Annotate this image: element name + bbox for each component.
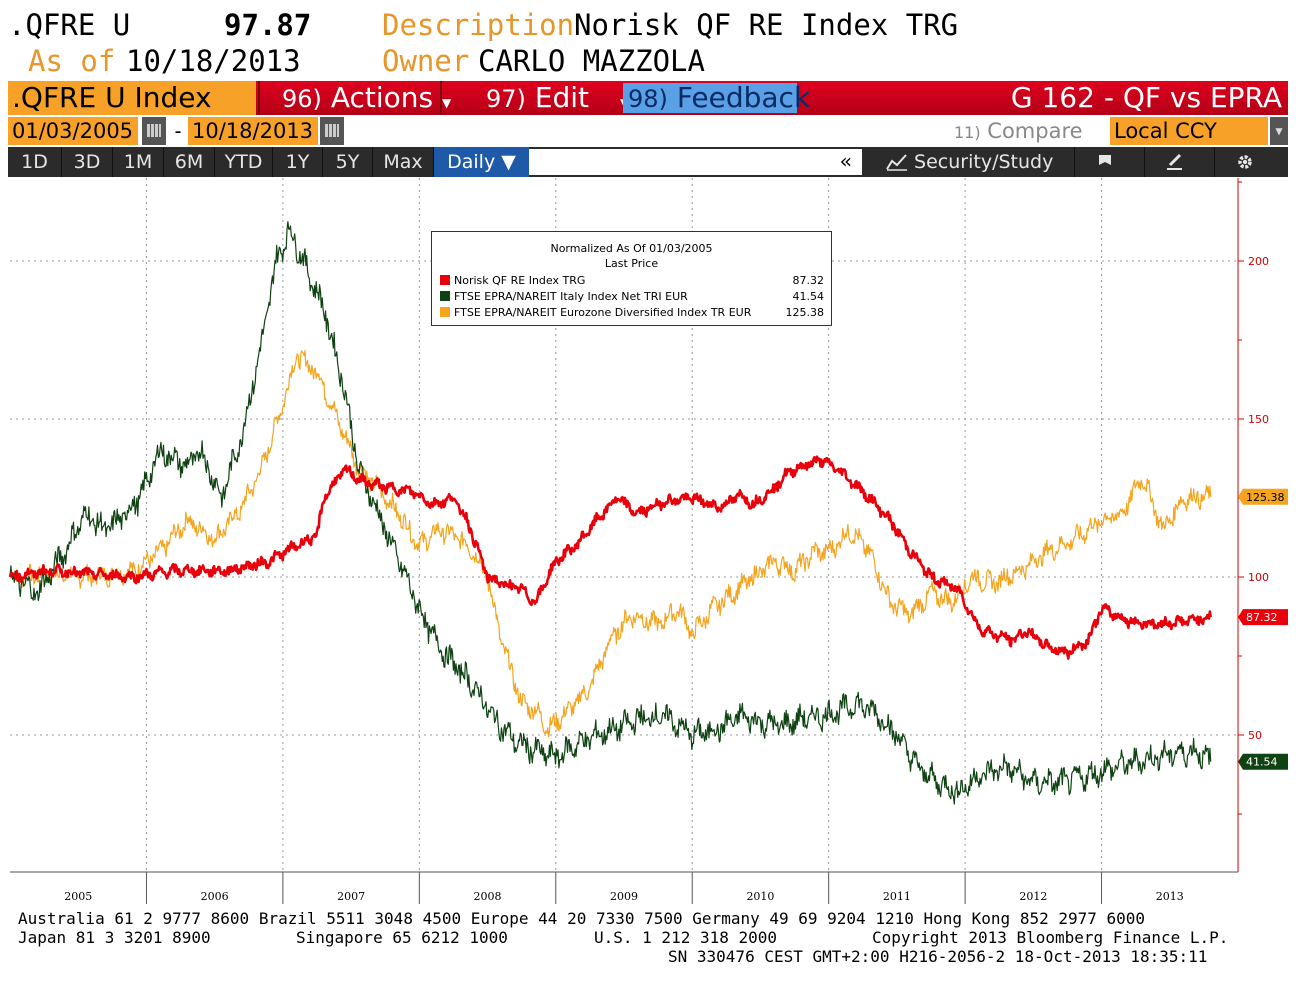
range-ytd-button[interactable]: YTD (215, 147, 273, 177)
x-tick-label: 2010 (746, 890, 774, 903)
legend-series-value: 87.32 (792, 274, 825, 287)
y-tick-label: 50 (1248, 729, 1262, 742)
description-label: Description (382, 8, 575, 42)
legend-series-value: 41.54 (792, 290, 825, 303)
range-1m-button[interactable]: 1M (113, 147, 164, 177)
range-toolbar: 1D 3D 1M 6M YTD 1Y 5Y Max Daily ▼ « Secu… (8, 147, 1288, 177)
chevron-down-icon[interactable]: ▼ (1270, 117, 1288, 145)
legend-series-name: FTSE EPRA/NAREIT Italy Index Net TRI EUR (454, 290, 688, 303)
x-tick-label: 2011 (883, 890, 911, 903)
x-tick-label: 2013 (1156, 890, 1184, 903)
series-line (9, 221, 1212, 805)
asof-date: 10/18/2013 (126, 44, 301, 78)
legend-entry: Norisk QF RE Index TRG 87.32 (440, 273, 824, 288)
chart-title: G 162 - QF vs EPRA (1010, 81, 1282, 114)
chart-study-icon (886, 151, 914, 173)
x-tick-label: 2005 (64, 890, 92, 903)
last-price-value: 87.32 (1246, 611, 1278, 624)
footer-contacts-line1: Australia 61 2 9777 8600 Brazil 5511 304… (18, 909, 1146, 928)
footer-us: U.S. 1 212 318 2000 (594, 928, 778, 947)
feedback-text: 98) Feedback (628, 81, 810, 115)
range-1y-button[interactable]: 1Y (273, 147, 323, 177)
compare-label: Compare (987, 119, 1083, 143)
feedback-button[interactable] (623, 83, 797, 113)
chevron-down-icon: ▼ (442, 96, 452, 110)
owner-label: Owner (382, 44, 470, 78)
legend-series-name: FTSE EPRA/NAREIT Eurozone Diversified In… (454, 306, 752, 319)
draw-icon[interactable] (1144, 147, 1205, 177)
legend-entry: FTSE EPRA/NAREIT Italy Index Net TRI EUR… (440, 289, 824, 304)
security-study-label: Security/Study (914, 151, 1054, 173)
range-6m-button[interactable]: 6M (164, 147, 215, 177)
range-5y-button[interactable]: 5Y (323, 147, 373, 177)
feedback-number: 98) (628, 85, 668, 113)
footer-singapore: Singapore 65 6212 1000 (296, 928, 508, 947)
start-date-field[interactable]: 01/03/2005 (8, 117, 138, 145)
date-separator: - (172, 119, 185, 143)
legend-swatch (440, 275, 450, 285)
footer-japan: Japan 81 3 3201 8900 (18, 928, 211, 947)
x-tick-label: 2012 (1019, 890, 1047, 903)
edit-menu[interactable]: 97) Edit ▼ (486, 81, 629, 115)
edit-number: 97) (486, 85, 526, 113)
description-value: Norisk QF RE Index TRG (574, 8, 959, 42)
x-tick-label: 2009 (610, 890, 638, 903)
frequency-select[interactable]: Daily ▼ (434, 147, 529, 177)
date-range-row: 01/03/2005 - 10/18/2013 11) Compare Loca… (8, 116, 1288, 146)
last-price-tag (1238, 488, 1288, 505)
last-price-tag (1238, 609, 1288, 626)
actions-menu[interactable]: 96) Actions ▼ (282, 81, 451, 115)
compare-button[interactable]: 11) Compare (954, 117, 1083, 147)
legend-swatch (440, 307, 450, 317)
y-tick-label: 100 (1248, 571, 1269, 584)
x-tick-label: 2007 (337, 890, 365, 903)
series-line (8, 455, 1212, 660)
owner-value: CARLO MAZZOLA (478, 44, 705, 78)
last-price-tag (1238, 753, 1288, 770)
y-axis: 50 100 150 200 (1237, 178, 1269, 872)
series-line (9, 350, 1212, 738)
y-tick-label: 200 (1248, 255, 1269, 268)
settings-gear-icon[interactable] (1214, 147, 1275, 177)
x-tick-label: 2006 (201, 890, 229, 903)
legend-swatch (440, 291, 450, 301)
chart-legend: Normalized As Of 01/03/2005 Last Price N… (431, 231, 832, 326)
y-tick-label: 150 (1248, 413, 1269, 426)
footer-session: SN 330476 CEST GMT+2:00 H216-2056-2 18-O… (668, 947, 1208, 966)
legend-series-value: 125.38 (785, 306, 825, 319)
security-ticker-field[interactable]: .QFRE U Index (8, 81, 256, 115)
calendar-icon[interactable] (142, 117, 166, 145)
edit-label: Edit (534, 81, 590, 114)
range-max-button[interactable]: Max (373, 147, 434, 177)
last-price-value: 41.54 (1246, 756, 1278, 769)
footer-copyright: Copyright 2013 Bloomberg Finance L.P. (872, 928, 1229, 947)
compare-number: 11) (954, 123, 981, 142)
legend-subtitle: Last Price (604, 257, 659, 270)
price-chart: 50 100 150 200 2005 2006 2007 2008 2009 2010 2011… (8, 178, 1288, 904)
x-axis: 2005 2006 2007 2008 2009 2010 2011 2012 2013 (10, 871, 1238, 904)
actions-number: 96) (282, 85, 322, 113)
legend-title: Normalized As Of 01/03/2005 (550, 242, 713, 255)
range-3d-button[interactable]: 3D (62, 147, 113, 177)
legend-entry: FTSE EPRA/NAREIT Eurozone Diversified In… (440, 305, 824, 320)
range-1d-button[interactable]: 1D (8, 147, 62, 177)
end-date-field[interactable]: 10/18/2013 (188, 117, 318, 145)
currency-select[interactable]: Local CCY (1110, 117, 1268, 145)
x-tick-label: 2008 (474, 890, 502, 903)
security-study-button[interactable]: Security/Study (886, 147, 1053, 177)
range-empty-area (529, 149, 862, 175)
feedback-label: Feedback (676, 81, 811, 114)
collapse-icon[interactable]: « (840, 149, 853, 173)
chart-lines (8, 221, 1212, 805)
actions-label: Actions (330, 81, 434, 114)
calendar-icon[interactable] (320, 117, 344, 145)
last-price-value: 125.38 (1246, 491, 1285, 504)
ticker-symbol: .QFRE U (8, 8, 131, 42)
asof-label: As of (28, 44, 116, 78)
last-price-labels: 125.38 41.54 87.32 (1238, 488, 1288, 770)
command-bar: .QFRE U Index 96) Actions ▼ 97) Edit ▼ 9… (8, 81, 1288, 115)
last-price: 97.87 (224, 8, 312, 42)
annotate-icon[interactable] (1074, 147, 1135, 177)
legend-series-name: Norisk QF RE Index TRG (454, 274, 586, 287)
